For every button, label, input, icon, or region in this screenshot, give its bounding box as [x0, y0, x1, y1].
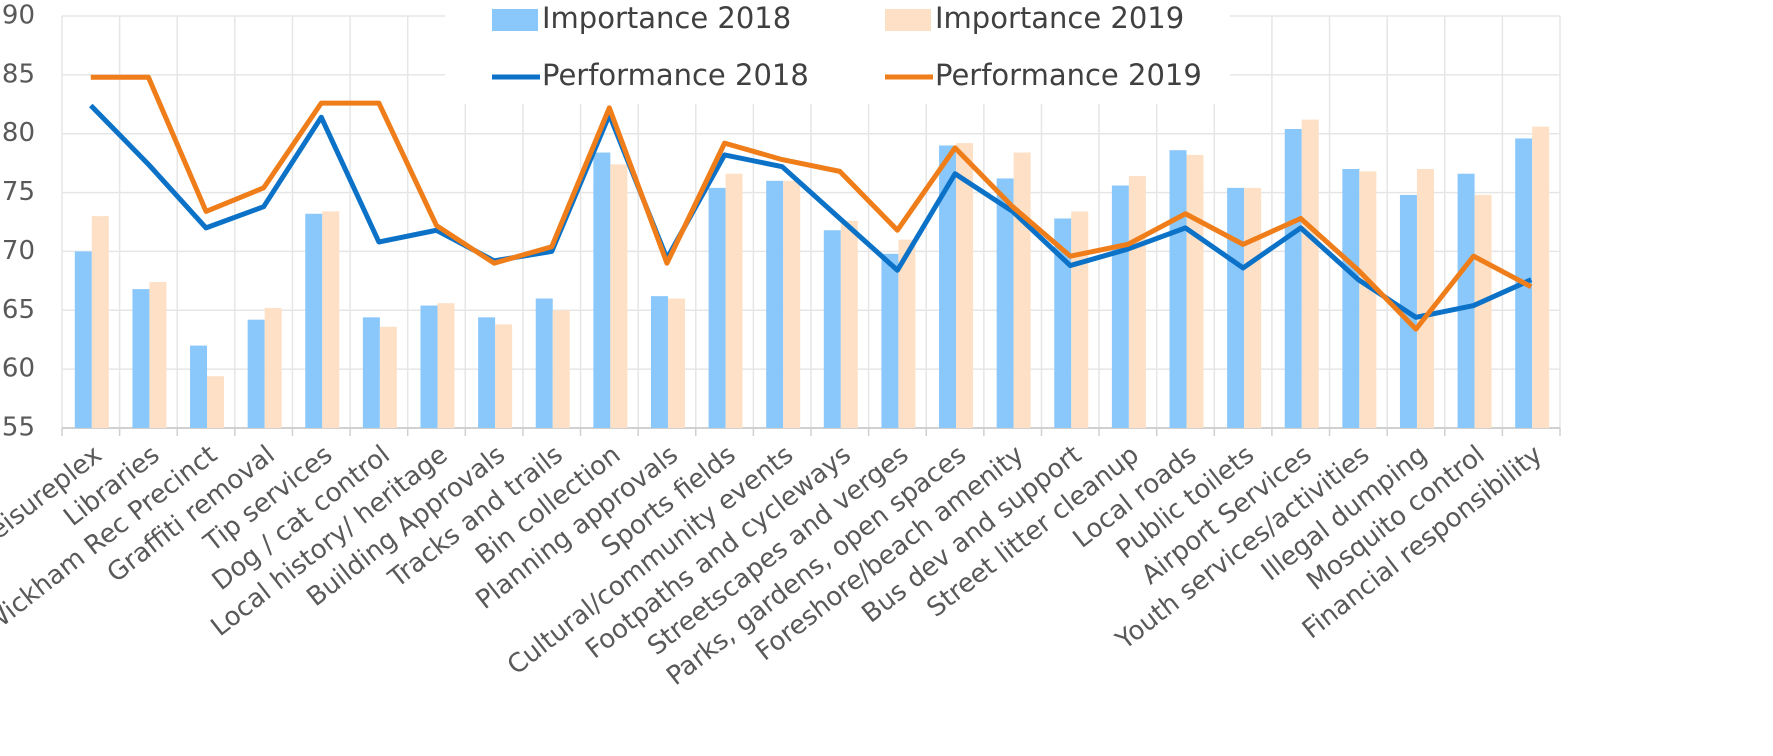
bar: [1416, 169, 1434, 428]
bar: [708, 187, 726, 428]
bar: [247, 319, 265, 428]
y-tick-label: 85: [2, 59, 35, 89]
legend-label: Importance 2019: [935, 1, 1184, 35]
bar: [1474, 194, 1492, 428]
bar: [1532, 126, 1550, 428]
bar: [996, 178, 1014, 428]
bar: [1301, 119, 1319, 429]
bar: [495, 324, 513, 428]
bar: [74, 251, 92, 428]
bar: [956, 143, 974, 429]
bar: [91, 216, 109, 428]
bar: [1244, 187, 1262, 428]
bar: [783, 180, 801, 428]
bar: [1457, 173, 1475, 428]
bar: [478, 317, 496, 428]
bar: [725, 173, 743, 428]
bar: [322, 211, 340, 428]
bar: [190, 345, 208, 428]
legend-swatch: [492, 9, 538, 31]
y-tick-label: 80: [2, 118, 35, 148]
bar: [939, 145, 957, 428]
bar: [132, 289, 150, 428]
bar: [1169, 150, 1187, 429]
y-tick-label: 75: [2, 177, 35, 207]
bar: [379, 326, 397, 428]
bar: [264, 307, 282, 428]
bar: [437, 303, 455, 428]
y-tick-label: 55: [2, 413, 35, 443]
bar: [610, 164, 628, 428]
bar: [881, 253, 899, 428]
bar: [1128, 176, 1146, 428]
legend-label: Importance 2018: [542, 1, 791, 35]
bar: [840, 220, 858, 428]
bar: [305, 213, 323, 428]
bar: [766, 180, 784, 428]
bar: [552, 310, 570, 428]
line: [90, 74, 1533, 332]
legend-label: Performance 2019: [935, 58, 1202, 92]
y-tick-label: 70: [2, 236, 35, 266]
y-tick-label: 90: [2, 1, 35, 31]
bar: [1227, 187, 1245, 428]
bar: [420, 305, 438, 428]
bar: [1071, 211, 1089, 428]
bar: [1054, 218, 1072, 428]
bar: [362, 317, 380, 428]
y-tick-label: 65: [2, 295, 35, 325]
legend-label: Performance 2018: [542, 58, 809, 92]
line: [89, 103, 1533, 320]
bar: [1342, 169, 1360, 428]
bar: [823, 230, 841, 428]
bar: [1013, 152, 1031, 428]
legend-box: [445, 0, 1230, 104]
bar: [1111, 185, 1129, 428]
bar: [1186, 154, 1204, 428]
bar: [898, 239, 916, 428]
bar: [667, 298, 685, 428]
bar: [650, 296, 668, 428]
bar: [535, 298, 553, 428]
bar: [593, 152, 611, 428]
legend-swatch: [885, 9, 931, 31]
bar: [1284, 129, 1302, 428]
bar: [1359, 171, 1377, 428]
y-tick-label: 60: [2, 354, 35, 384]
bar: [149, 282, 167, 428]
bar: [207, 376, 225, 428]
